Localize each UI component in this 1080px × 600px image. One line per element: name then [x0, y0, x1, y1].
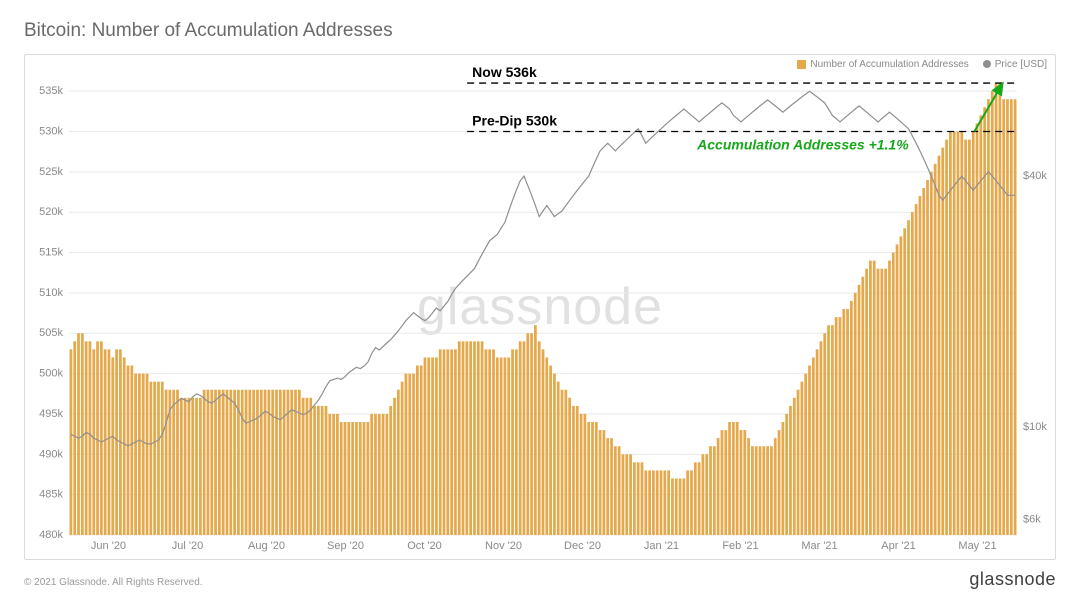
annotation-predip: Pre-Dip 530k	[472, 112, 557, 128]
annotation-now: Now 536k	[472, 64, 537, 80]
svg-text:535k: 535k	[39, 85, 63, 97]
copyright: © 2021 Glassnode. All Rights Reserved.	[24, 577, 203, 588]
svg-text:Apr '21: Apr '21	[881, 540, 916, 552]
svg-text:Dec '20: Dec '20	[564, 540, 601, 552]
svg-text:Jul '20: Jul '20	[172, 540, 203, 552]
legend-item-bars: Number of Accumulation Addresses	[797, 59, 968, 70]
svg-text:$10k: $10k	[1023, 421, 1047, 433]
svg-text:Jun '20: Jun '20	[91, 540, 126, 552]
svg-text:490k: 490k	[39, 448, 63, 460]
svg-text:495k: 495k	[39, 408, 63, 420]
svg-text:485k: 485k	[39, 489, 63, 501]
svg-text:515k: 515k	[39, 247, 63, 259]
legend-item-price: Price [USD]	[983, 59, 1047, 70]
svg-text:520k: 520k	[39, 206, 63, 218]
svg-text:Sep '20: Sep '20	[327, 540, 364, 552]
svg-text:Feb '21: Feb '21	[722, 540, 758, 552]
svg-text:$6k: $6k	[1023, 513, 1041, 525]
annotation-green: Accumulation Addresses +1.1%	[696, 136, 909, 152]
svg-text:May '21: May '21	[958, 540, 996, 552]
brand-logo: glassnode	[969, 569, 1056, 590]
svg-text:Jan '21: Jan '21	[644, 540, 679, 552]
svg-text:Aug '20: Aug '20	[248, 540, 285, 552]
svg-text:Nov '20: Nov '20	[485, 540, 522, 552]
svg-text:Oct '20: Oct '20	[407, 540, 442, 552]
svg-text:500k: 500k	[39, 368, 63, 380]
legend: Number of Accumulation Addresses Price […	[797, 59, 1047, 70]
svg-text:510k: 510k	[39, 287, 63, 299]
svg-text:530k: 530k	[39, 125, 63, 137]
svg-text:505k: 505k	[39, 327, 63, 339]
chart-title: Bitcoin: Number of Accumulation Addresse…	[24, 20, 1056, 42]
svg-text:525k: 525k	[39, 166, 63, 178]
chart-frame: Number of Accumulation Addresses Price […	[24, 54, 1056, 560]
plot-area: 480k485k490k495k500k505k510k515k520k525k…	[69, 75, 1017, 535]
svg-text:480k: 480k	[39, 529, 63, 541]
svg-text:$40k: $40k	[1023, 170, 1047, 182]
svg-text:Mar '21: Mar '21	[801, 540, 837, 552]
